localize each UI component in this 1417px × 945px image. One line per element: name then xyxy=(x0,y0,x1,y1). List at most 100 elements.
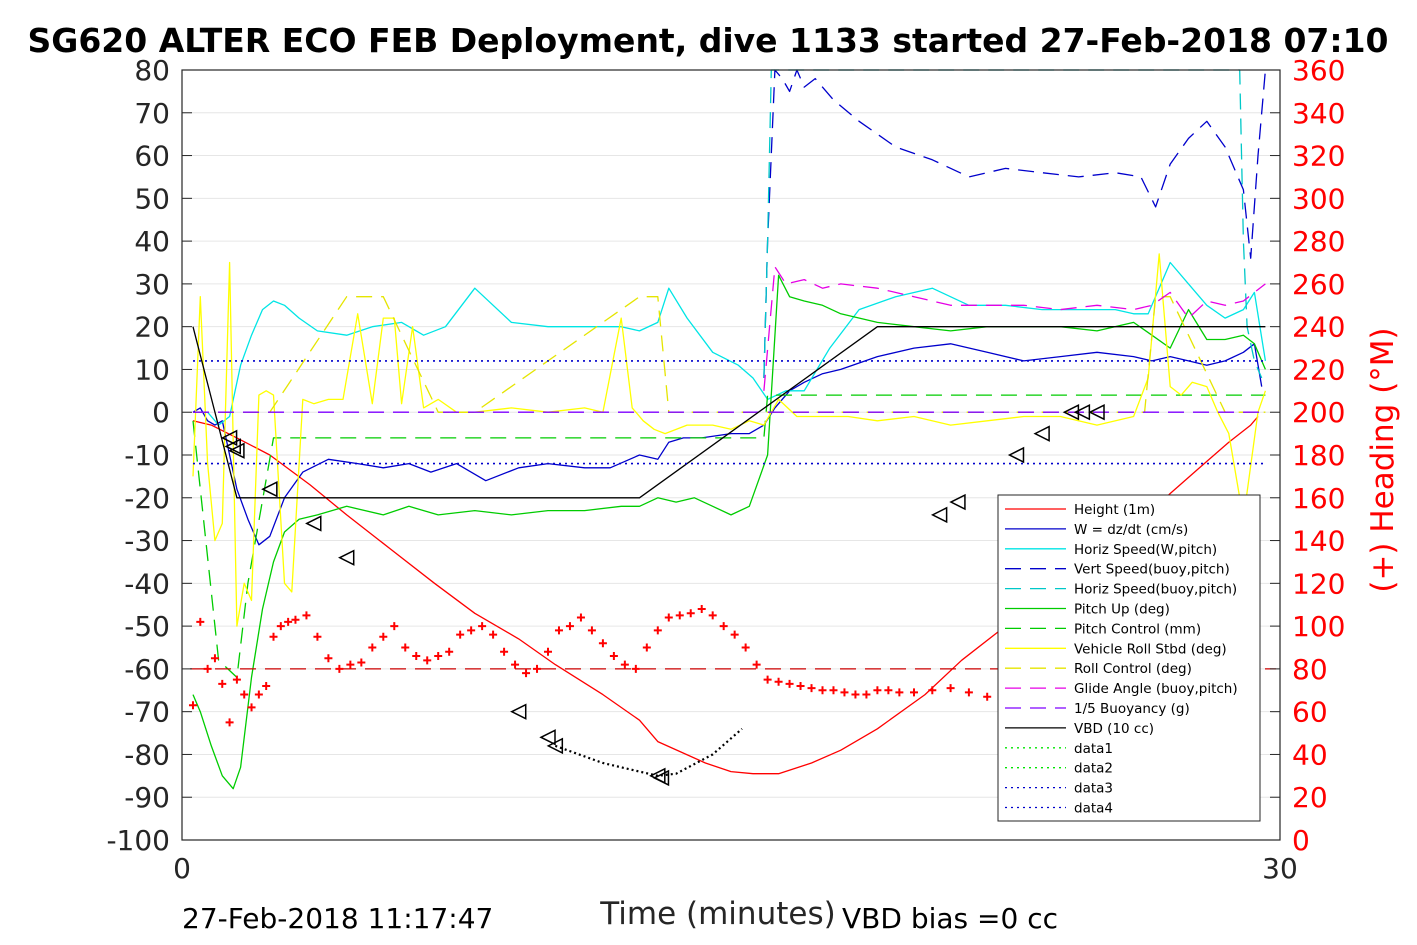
triangle-marker xyxy=(220,429,238,447)
heading-point xyxy=(445,647,454,656)
y-axis-left: 80 70 60 50 40 30 20 10 0 -10 -20 -30 -40 -50 -60 -70 -8… xyxy=(106,54,192,857)
y-left-tick-label: 20 xyxy=(134,311,170,344)
y-left-tick-label: -10 xyxy=(124,439,170,472)
heading-point xyxy=(247,703,256,712)
heading-point xyxy=(708,611,717,620)
triangle-marker xyxy=(338,549,355,566)
y-left-tick-label: 80 xyxy=(134,54,170,87)
triangle-marker xyxy=(228,442,245,459)
y-left-tick-label: 40 xyxy=(134,225,170,258)
heading-point xyxy=(554,626,563,635)
series-line-5 xyxy=(192,274,1266,790)
heading-point xyxy=(357,658,366,667)
heading-point xyxy=(203,664,212,673)
triangle-marker xyxy=(1033,425,1050,442)
series-line-3 xyxy=(763,69,1267,379)
heading-point xyxy=(302,611,311,620)
triangle-marker xyxy=(652,769,670,787)
legend-label: data4 xyxy=(1074,801,1113,817)
heading-point xyxy=(313,632,322,641)
heading-point xyxy=(467,626,476,635)
y-right-tick-label: 160 xyxy=(1292,482,1345,515)
y-right-tick-label: 200 xyxy=(1292,396,1345,429)
heading-point xyxy=(511,660,520,669)
y-left-tick-label: 0 xyxy=(152,396,170,429)
heading-point xyxy=(774,677,783,686)
heading-point xyxy=(218,679,227,688)
heading-point xyxy=(240,690,249,699)
series-line-2 xyxy=(193,261,1267,426)
triangle-marker xyxy=(224,438,241,455)
y-right-tick-label: 280 xyxy=(1292,225,1345,258)
legend-label: VBD (10 cc) xyxy=(1074,721,1154,737)
heading-point xyxy=(741,643,750,652)
y-right-tick-label: 300 xyxy=(1292,182,1345,215)
y-right-tick-label: 240 xyxy=(1292,311,1345,344)
heading-point xyxy=(719,622,728,631)
footer-vbd-bias: VBD bias =0 cc xyxy=(842,902,1058,935)
x-tick-label: 0 xyxy=(173,852,191,885)
legend-label: Vert Speed(buoy,pitch) xyxy=(1074,562,1230,578)
y-left-tick-label: 70 xyxy=(134,97,170,130)
heading-point xyxy=(642,643,651,652)
heading-point xyxy=(254,690,263,699)
y-right-tick-label: 40 xyxy=(1292,738,1328,771)
heading-point xyxy=(840,688,849,697)
legend-label: Horiz Speed(buoy,pitch) xyxy=(1074,582,1237,598)
heading-point xyxy=(269,632,278,641)
markers-layer xyxy=(220,404,1105,787)
heading-point xyxy=(620,660,629,669)
heading-point xyxy=(423,656,432,665)
heading-point xyxy=(946,684,955,693)
heading-point xyxy=(752,660,761,669)
y-right-tick-label: 120 xyxy=(1292,567,1345,600)
x-axis-label: Time (minutes) xyxy=(599,896,835,932)
heading-point xyxy=(500,647,509,656)
heading-point xyxy=(291,615,300,624)
heading-point xyxy=(928,686,937,695)
heading-point xyxy=(631,664,640,673)
y-axis-right-label: (+) Heading (°M) xyxy=(1365,327,1401,592)
heading-point xyxy=(785,679,794,688)
series-line-9 xyxy=(763,266,1266,391)
legend-label: Glide Angle (buoy,pitch) xyxy=(1074,681,1238,697)
triangle-marker xyxy=(949,493,966,511)
y-left-tick-label: -40 xyxy=(124,567,170,600)
heading-point xyxy=(818,686,827,695)
heading-point xyxy=(210,654,219,663)
legend-label: W = dz/dt (cm/s) xyxy=(1074,522,1188,538)
series-line-1 xyxy=(192,343,1263,546)
heading-point xyxy=(576,613,585,622)
triangle-marker xyxy=(305,515,322,532)
heading-point xyxy=(522,669,531,678)
triangle-marker xyxy=(510,703,527,720)
triangle-marker xyxy=(1062,404,1080,421)
y-left-tick-label: 30 xyxy=(134,268,170,301)
y-left-tick-label: -90 xyxy=(124,781,170,814)
heading-point xyxy=(983,692,992,701)
heading-point xyxy=(478,622,487,631)
heading-point xyxy=(335,664,344,673)
legend: Height (1m) W = dz/dt (cm/s) Horiz Speed(W… xyxy=(997,494,1261,822)
heading-point xyxy=(225,718,234,727)
heading-point xyxy=(368,643,377,652)
y-left-tick-label: -60 xyxy=(124,653,170,686)
heading-point xyxy=(489,630,498,639)
triangle-marker xyxy=(1007,446,1025,464)
y-right-tick-label: 340 xyxy=(1292,97,1345,130)
y-right-tick-label: 0 xyxy=(1292,824,1310,857)
y-right-tick-label: 60 xyxy=(1292,696,1328,729)
heading-point xyxy=(895,688,904,697)
heading-point xyxy=(533,664,542,673)
footer-timestamp: 27-Feb-2018 11:17:47 xyxy=(182,902,493,935)
heading-point xyxy=(262,682,271,690)
series-line-4 xyxy=(763,69,1263,379)
heading-point xyxy=(188,701,197,710)
heading-point xyxy=(401,643,410,652)
heading-point xyxy=(390,622,399,631)
heading-point xyxy=(276,622,285,631)
series-line-8 xyxy=(193,296,1266,413)
heading-point xyxy=(609,652,618,661)
series-line-11 xyxy=(192,326,1266,499)
